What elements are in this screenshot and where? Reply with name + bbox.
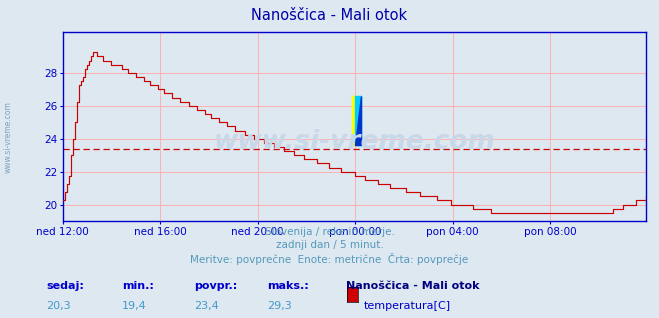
Text: 23,4: 23,4 (194, 301, 219, 310)
Text: Nanoščica - Mali otok: Nanoščica - Mali otok (252, 8, 407, 23)
Text: min.:: min.: (122, 281, 154, 291)
Text: www.si-vreme.com: www.si-vreme.com (214, 128, 495, 155)
Text: maks.:: maks.: (267, 281, 308, 291)
Text: www.si-vreme.com: www.si-vreme.com (4, 101, 13, 173)
Polygon shape (355, 96, 361, 145)
Text: sedaj:: sedaj: (46, 281, 84, 291)
Text: Slovenija / reke in morje.: Slovenija / reke in morje. (264, 227, 395, 237)
Text: Nanoščica - Mali otok: Nanoščica - Mali otok (346, 281, 480, 291)
Text: povpr.:: povpr.: (194, 281, 238, 291)
Text: zadnji dan / 5 minut.: zadnji dan / 5 minut. (275, 240, 384, 250)
Bar (352, 96, 358, 145)
Text: 29,3: 29,3 (267, 301, 292, 310)
Polygon shape (355, 96, 361, 145)
Text: 20,3: 20,3 (46, 301, 71, 310)
Text: 19,4: 19,4 (122, 301, 147, 310)
Text: temperatura[C]: temperatura[C] (364, 301, 451, 310)
Text: Meritve: povprečne  Enote: metrične  Črta: povprečje: Meritve: povprečne Enote: metrične Črta:… (190, 253, 469, 265)
